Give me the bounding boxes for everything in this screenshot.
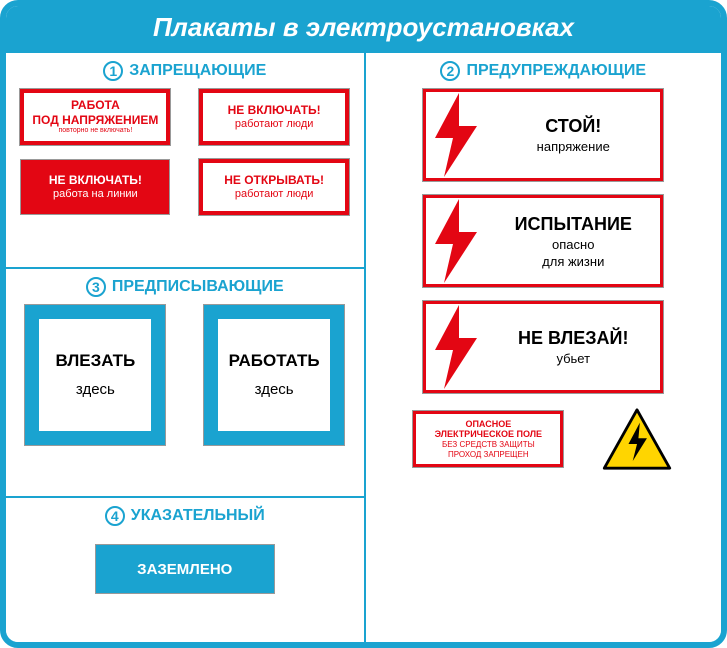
section-number: 4 [105, 506, 125, 526]
sign-text: напряжение [537, 139, 610, 154]
section-label: УКАЗАТЕЛЬНЫЙ [131, 507, 265, 525]
sign-text: работают люди [235, 118, 314, 131]
sign-text: НЕ ВЛЕЗАЙ! [518, 328, 628, 349]
sign-text: убьет [556, 351, 590, 366]
sign-testing-danger: ИСПЫТАНИЕ опасно для жизни [423, 195, 663, 287]
sign-text: здесь [76, 381, 115, 398]
safety-poster: Плакаты в электроустановках 1 ЗАПРЕЩАЮЩИ… [0, 0, 727, 648]
poster-body: 1 ЗАПРЕЩАЮЩИЕ РАБОТА ПОД НАПРЯЖЕНИЕМ пов… [6, 53, 721, 642]
sign-text: здесь [255, 381, 294, 398]
sign-do-not-switch-people: НЕ ВКЛЮЧАТЬ! работают люди [199, 89, 349, 145]
sign-work-here: РАБОТАТЬ здесь [204, 305, 344, 445]
sign-text: опасно [552, 237, 594, 252]
sign-do-not-climb: НЕ ВЛЕЗАЙ! убьет [423, 301, 663, 393]
section-number: 2 [440, 61, 460, 81]
section-number: 3 [86, 277, 106, 297]
sign-text: РАБОТА [71, 98, 120, 112]
lightning-icon [426, 92, 486, 178]
sign-work-under-voltage: РАБОТА ПОД НАПРЯЖЕНИЕМ повторно не включ… [20, 89, 170, 145]
sign-text: БЕЗ СРЕДСТВ ЗАЩИТЫ [442, 440, 535, 450]
section-label: ЗАПРЕЩАЮЩИЕ [129, 62, 266, 80]
section-number: 1 [103, 61, 123, 81]
section-label: ПРЕДУПРЕЖДАЮЩИЕ [466, 62, 646, 80]
sign-stop-voltage: СТОЙ! напряжение [423, 89, 663, 181]
sign-text: ЭЛЕКТРИЧЕСКОЕ ПОЛЕ [435, 429, 542, 440]
sign-text: работают люди [235, 188, 314, 201]
sign-text: повторно не включать! [58, 127, 132, 135]
sign-text: работа на линии [53, 188, 138, 201]
sign-text: НЕ ВКЛЮЧАТЬ! [228, 103, 321, 117]
sign-climb-here: ВЛЕЗАТЬ здесь [25, 305, 165, 445]
warning-triangle-icon [601, 407, 673, 471]
section-prescriptive: 3 ПРЕДПИСЫВАЮЩИЕ ВЛЕЗАТЬ здесь РАБОТАТЬ … [6, 267, 364, 497]
section-label: ПРЕДПИСЫВАЮЩИЕ [112, 278, 284, 296]
sign-electric-field: ОПАСНОЕ ЭЛЕКТРИЧЕСКОЕ ПОЛЕ БЕЗ СРЕДСТВ З… [413, 411, 563, 467]
sign-text: ПРОХОД ЗАПРЕЩЕН [448, 450, 529, 460]
sign-text: ВЛЕЗАТЬ [55, 351, 135, 371]
sign-text: СТОЙ! [545, 116, 601, 137]
sign-text: для жизни [542, 254, 604, 269]
section-title-warning: 2 ПРЕДУПРЕЖДАЮЩИЕ [376, 57, 712, 89]
sign-do-not-open: НЕ ОТКРЫВАТЬ! работают люди [199, 159, 349, 215]
lightning-icon [426, 304, 486, 390]
sign-text: ЗАЗЕМЛЕНО [137, 561, 232, 578]
section-title-indicator: 4 УКАЗАТЕЛЬНЫЙ [16, 502, 354, 534]
sign-text: НЕ ОТКРЫВАТЬ! [224, 173, 324, 187]
sign-text: РАБОТАТЬ [229, 351, 320, 371]
lightning-icon [426, 198, 486, 284]
poster-title: Плакаты в электроустановках [6, 6, 721, 53]
section-prohibiting: 1 ЗАПРЕЩАЮЩИЕ РАБОТА ПОД НАПРЯЖЕНИЕМ пов… [6, 53, 364, 267]
sign-text: ИСПЫТАНИЕ [515, 214, 632, 235]
sign-text: ОПАСНОЕ [465, 419, 511, 430]
sign-grounded: ЗАЗЕМЛЕНО [95, 544, 275, 594]
sign-do-not-switch-line: НЕ ВКЛЮЧАТЬ! работа на линии [20, 159, 170, 215]
section-indicator: 4 УКАЗАТЕЛЬНЫЙ ЗАЗЕМЛЕНО [6, 496, 364, 642]
section-title-prescriptive: 3 ПРЕДПИСЫВАЮЩИЕ [16, 273, 354, 305]
section-title-prohibiting: 1 ЗАПРЕЩАЮЩИЕ [16, 57, 354, 89]
sign-text: НЕ ВКЛЮЧАТЬ! [49, 173, 142, 187]
section-warning: 2 ПРЕДУПРЕЖДАЮЩИЕ СТОЙ! напряжение ИСПЫТ… [364, 53, 722, 642]
sign-text: ПОД НАПРЯЖЕНИЕМ [32, 113, 158, 127]
